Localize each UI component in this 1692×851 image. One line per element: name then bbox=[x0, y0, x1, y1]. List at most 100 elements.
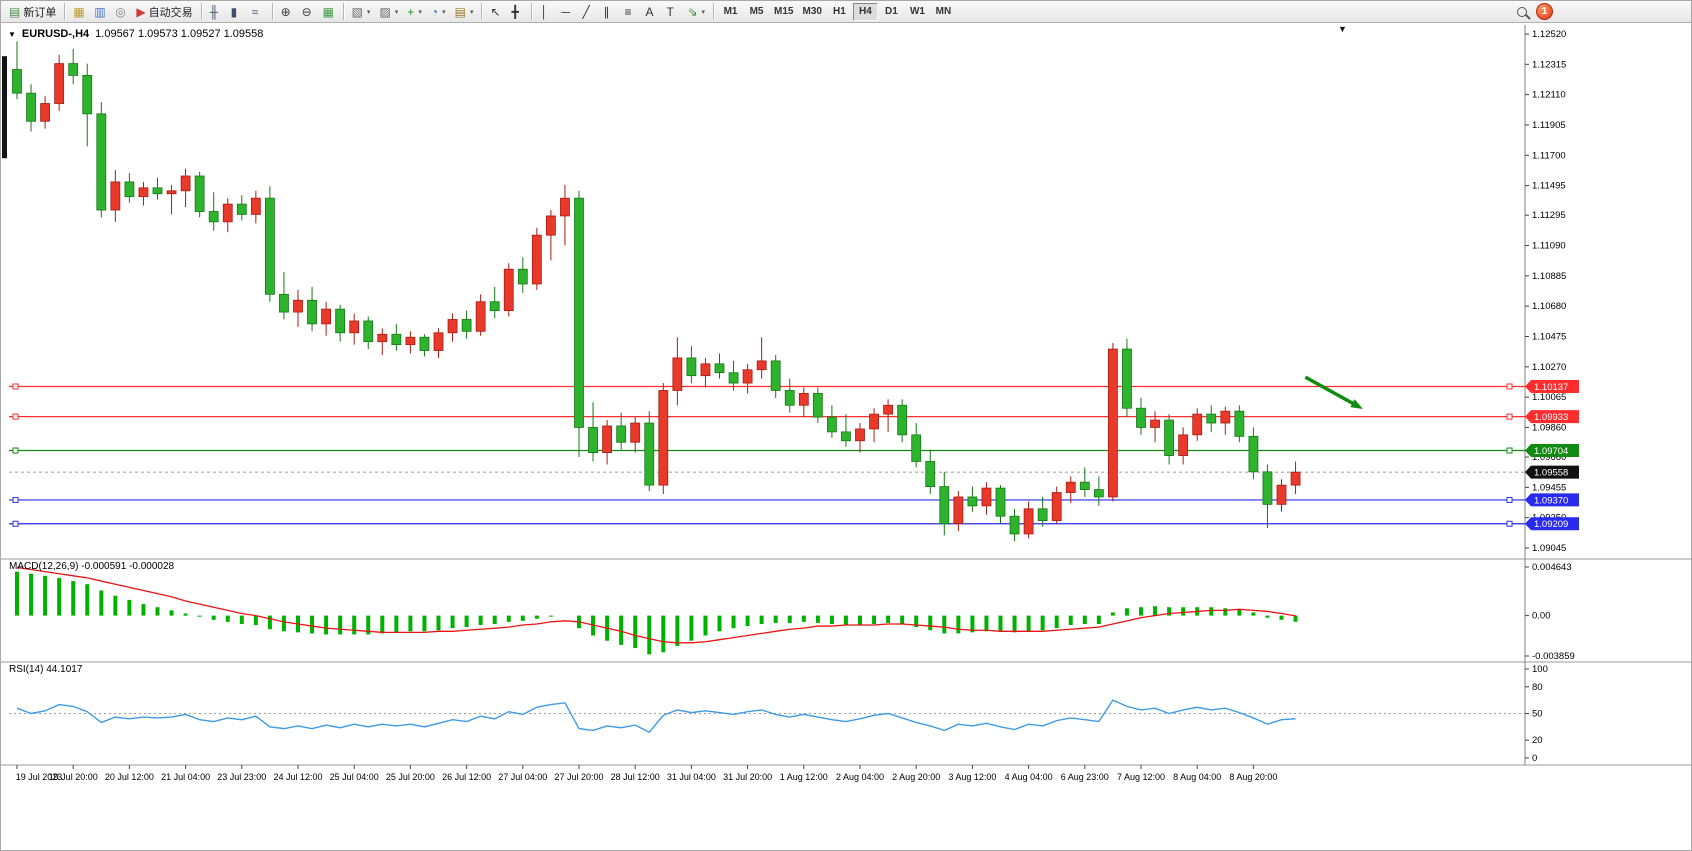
channel-button[interactable]: ∥ bbox=[599, 2, 619, 22]
candle bbox=[166, 190, 177, 195]
hline-handle[interactable] bbox=[1506, 496, 1513, 503]
price-line-badge-label: 1.09558 bbox=[1534, 468, 1568, 479]
navigator-icon: ◎ bbox=[115, 4, 126, 19]
new-chart-button[interactable]: ▧ ▾ bbox=[348, 2, 375, 22]
periods-icon: ◔ bbox=[430, 4, 439, 19]
candle bbox=[1206, 413, 1217, 424]
profiles-button[interactable]: ▨ ▾ bbox=[375, 2, 402, 22]
zoom-in-button[interactable]: ⊕ bbox=[277, 2, 297, 22]
candle bbox=[1276, 484, 1287, 505]
hline-handle[interactable] bbox=[12, 447, 19, 454]
timeframe-w1-button[interactable]: W1 bbox=[905, 3, 930, 21]
cursor-button[interactable]: ↖ bbox=[486, 2, 506, 22]
timeframe-h4-button[interactable]: H4 bbox=[852, 2, 878, 21]
text-label-button[interactable]: T bbox=[662, 2, 682, 22]
candle bbox=[433, 332, 444, 351]
trendline-button[interactable]: ╱ bbox=[578, 2, 598, 22]
new-order-icon: ▤ bbox=[9, 4, 21, 19]
trend-arrow-head[interactable] bbox=[1350, 399, 1363, 409]
candle bbox=[12, 69, 22, 94]
candle bbox=[658, 390, 669, 486]
time-axis-label: 31 Jul 20:00 bbox=[723, 772, 772, 782]
candle bbox=[475, 301, 486, 332]
hline-handle[interactable] bbox=[12, 383, 19, 390]
timeframe-m15-button[interactable]: M15 bbox=[770, 3, 797, 21]
candle bbox=[1262, 471, 1273, 505]
market-watch-button[interactable]: ▥ bbox=[90, 2, 110, 22]
dropdown-caret-icon: ▾ bbox=[442, 8, 446, 16]
timeframe-m1-button[interactable]: M1 bbox=[718, 3, 743, 21]
zoom-out-button[interactable]: ⊖ bbox=[298, 2, 318, 22]
price-scale-label: 1.12315 bbox=[1532, 59, 1566, 70]
dropdown-caret-icon: ▾ bbox=[418, 8, 422, 16]
templates-icon: ▤ bbox=[454, 4, 466, 19]
profiles-icon: ▨ bbox=[379, 4, 391, 19]
time-axis-label: 28 Jul 12:00 bbox=[611, 772, 660, 782]
line-chart-button[interactable]: ≈ bbox=[248, 2, 268, 22]
candle bbox=[349, 320, 360, 334]
price-scale-label: 1.11700 bbox=[1532, 150, 1566, 161]
search-button[interactable] bbox=[1513, 3, 1531, 21]
price-scale-label: 1.09660 bbox=[1532, 452, 1566, 463]
timeframe-m30-button[interactable]: M30 bbox=[798, 3, 825, 21]
hline-handle[interactable] bbox=[1506, 447, 1513, 454]
candle bbox=[925, 461, 936, 488]
indicators-button[interactable]: + ▾ bbox=[403, 2, 426, 22]
text-button[interactable]: A bbox=[641, 2, 661, 22]
time-axis-label: 31 Jul 04:00 bbox=[667, 772, 716, 782]
candle bbox=[1164, 419, 1174, 456]
candle bbox=[953, 496, 964, 524]
price-line-badge bbox=[1525, 465, 1579, 479]
new-chart-icon: ▧ bbox=[351, 4, 363, 19]
price-line-badge-label: 1.09209 bbox=[1534, 519, 1568, 530]
candle bbox=[335, 308, 346, 334]
toolbar-separator bbox=[531, 3, 533, 20]
navigator-button[interactable]: ◎ bbox=[111, 2, 131, 22]
candlestick-chart-button[interactable]: ▮ bbox=[227, 2, 247, 22]
hline-handle[interactable] bbox=[12, 413, 19, 420]
collapse-triangle-icon[interactable]: ▼ bbox=[8, 29, 16, 39]
line-chart-icon: ≈ bbox=[251, 4, 259, 19]
toolbar-separator bbox=[481, 3, 483, 20]
tile-windows-button[interactable]: ▦ bbox=[319, 2, 339, 22]
vertical-line-button[interactable]: │ bbox=[536, 2, 556, 22]
price-line-badge bbox=[1525, 493, 1579, 507]
text-icon: A bbox=[645, 4, 654, 19]
auto-trading-button[interactable]: ▶ 自动交易 bbox=[132, 2, 196, 22]
candle bbox=[405, 336, 416, 346]
new-order-button-label: 新订单 bbox=[23, 6, 57, 19]
candle bbox=[939, 486, 950, 524]
price-line-badge bbox=[1525, 517, 1579, 531]
arrows-button[interactable]: ⇘ ▾ bbox=[683, 2, 709, 22]
fibonacci-button[interactable]: ≡ bbox=[620, 2, 640, 22]
notification-badge[interactable]: 1 bbox=[1536, 3, 1553, 20]
chart-shift-icon[interactable]: ▼ bbox=[1338, 24, 1347, 34]
macd-scale-label: -0.003859 bbox=[1532, 651, 1575, 662]
hline-handle[interactable] bbox=[12, 496, 19, 503]
channel-icon: ∥ bbox=[603, 4, 610, 19]
bar-chart-button[interactable]: ╫ bbox=[206, 2, 226, 22]
horizontal-line-button[interactable]: ─ bbox=[557, 2, 577, 22]
candle bbox=[208, 211, 219, 223]
candle bbox=[827, 416, 837, 433]
timeframe-mn-button[interactable]: MN bbox=[931, 3, 956, 21]
hline-handle[interactable] bbox=[12, 520, 19, 527]
candle bbox=[152, 187, 163, 195]
candle bbox=[560, 197, 570, 217]
time-axis-label: 23 Jul 23:00 bbox=[217, 772, 266, 782]
timeframe-m5-button[interactable]: M5 bbox=[744, 3, 769, 21]
time-axis-label: 1 Aug 12:00 bbox=[780, 772, 828, 782]
charts-grid-button[interactable]: ▦ bbox=[69, 2, 89, 22]
templates-button[interactable]: ▤ ▾ bbox=[451, 2, 478, 22]
hline-handle[interactable] bbox=[1506, 413, 1513, 420]
candle bbox=[869, 413, 879, 430]
timeframe-h1-button[interactable]: H1 bbox=[827, 3, 852, 21]
hline-handle[interactable] bbox=[1506, 383, 1513, 390]
periods-button[interactable]: ◔ ▾ bbox=[427, 2, 450, 22]
candle bbox=[967, 496, 978, 507]
crosshair-button[interactable]: ╋ bbox=[507, 2, 527, 22]
hline-handle[interactable] bbox=[1506, 520, 1513, 527]
timeframe-d1-button[interactable]: D1 bbox=[879, 3, 904, 21]
new-order-button[interactable]: ▤ 新订单 bbox=[5, 2, 60, 22]
